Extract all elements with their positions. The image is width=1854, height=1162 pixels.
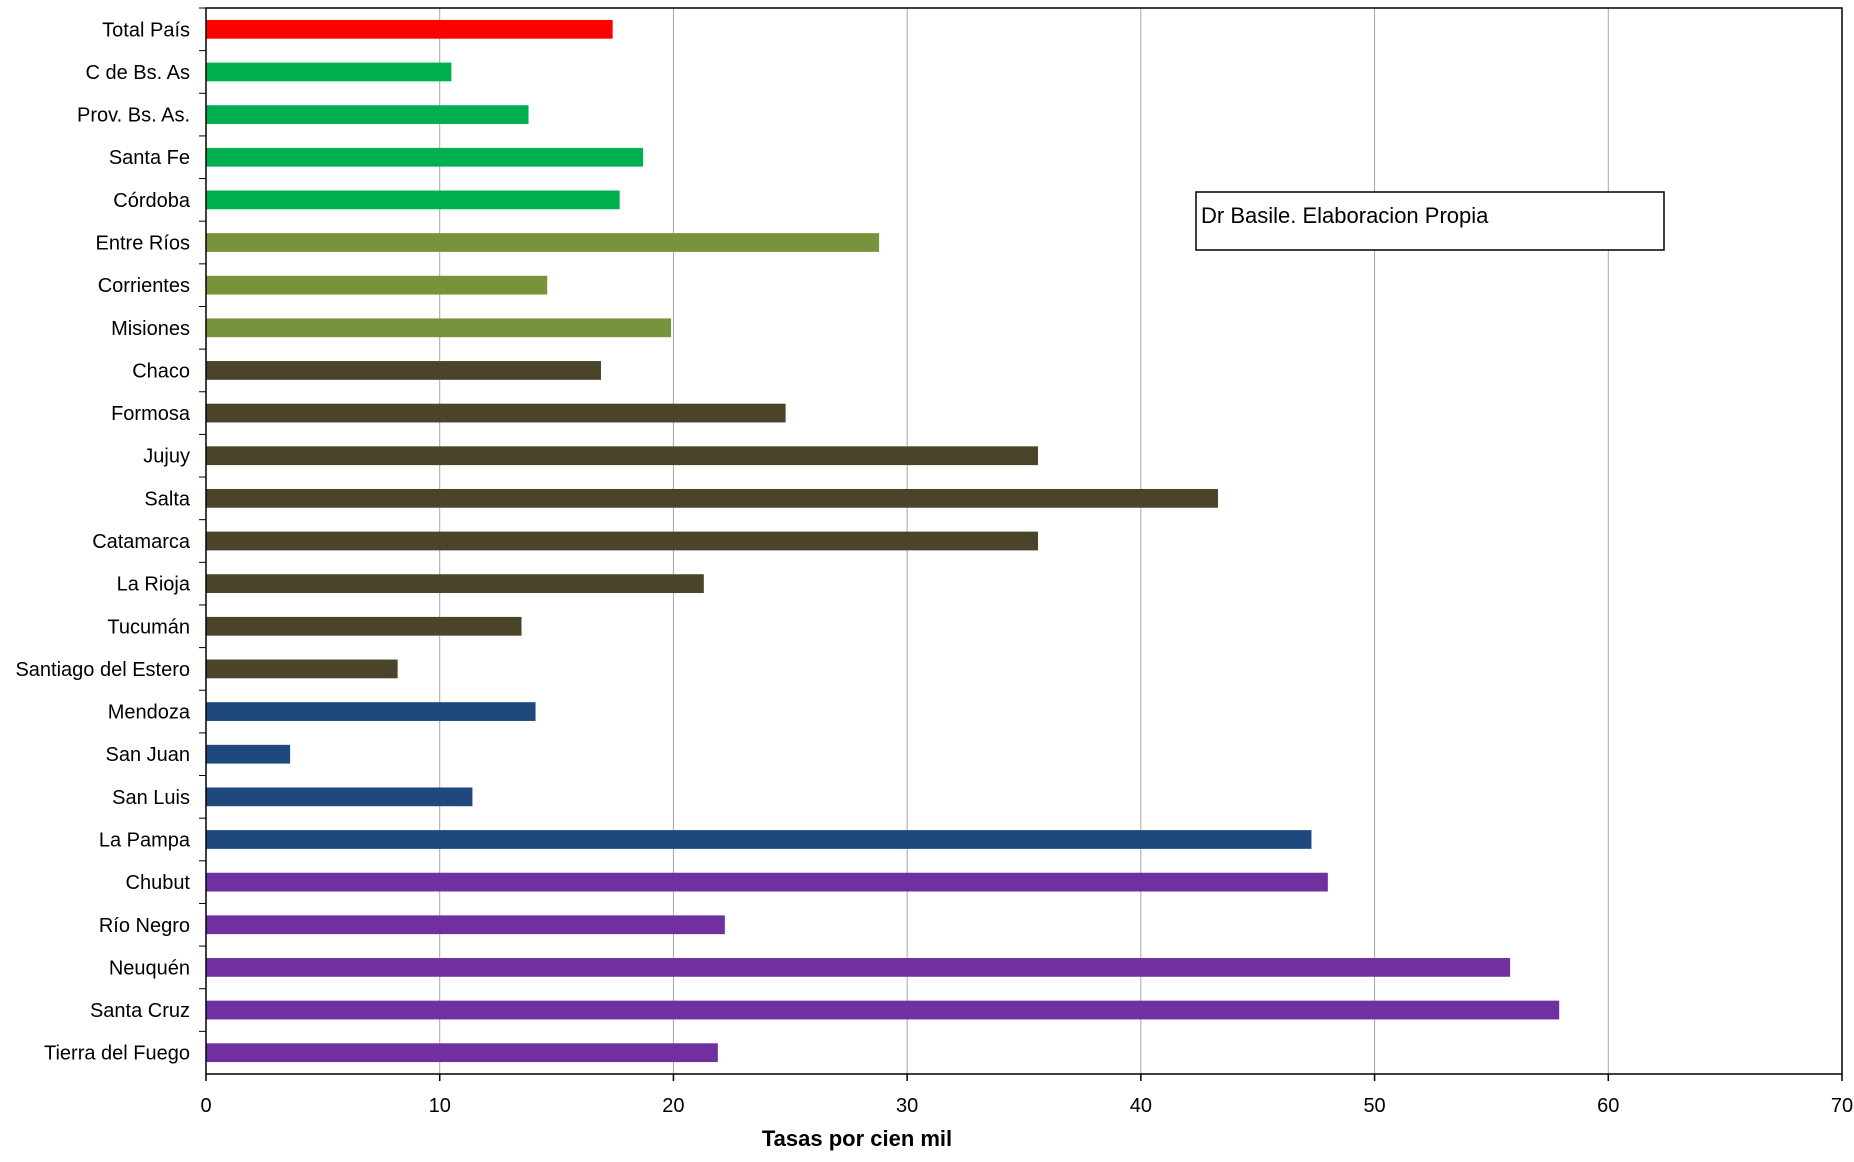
- category-label: Tucumán: [107, 616, 190, 638]
- bar: [206, 233, 880, 252]
- bar: [206, 62, 452, 82]
- category-label: Chaco: [132, 360, 190, 382]
- bar: [206, 830, 1312, 849]
- bar: [206, 915, 725, 935]
- bar: [206, 744, 291, 764]
- bar: [206, 446, 1039, 466]
- bar: [206, 19, 613, 39]
- category-label: Chubut: [126, 872, 191, 894]
- x-tick-label: 30: [896, 1095, 918, 1117]
- category-label: Prov. Bs. As.: [77, 105, 190, 127]
- category-label: Río Negro: [99, 915, 190, 937]
- bar: [206, 659, 398, 679]
- category-label: Neuquén: [109, 957, 190, 979]
- category-label: Tierra del Fuego: [44, 1043, 190, 1065]
- annotation-box: Dr Basile. Elaboracion Propia: [1195, 191, 1665, 251]
- bar: [206, 275, 548, 295]
- bar: [206, 488, 1218, 508]
- category-label: Total País: [102, 19, 190, 41]
- category-label: Entre Ríos: [96, 233, 190, 255]
- bar: [206, 702, 536, 721]
- category-label: San Juan: [105, 744, 190, 766]
- bar: [206, 1043, 718, 1063]
- x-tick-label: 50: [1363, 1095, 1385, 1117]
- bar: [206, 787, 473, 807]
- bar: [206, 318, 672, 338]
- x-tick-label: 60: [1597, 1095, 1619, 1117]
- bar: [206, 574, 704, 594]
- category-label: Misiones: [111, 318, 190, 340]
- category-label: La Pampa: [99, 829, 191, 851]
- category-label: Santa Fe: [109, 147, 190, 169]
- x-tick-label: 70: [1831, 1095, 1853, 1117]
- category-label: Jujuy: [143, 446, 190, 468]
- category-label: La Rioja: [117, 574, 191, 596]
- bar: [206, 403, 786, 423]
- bar: [206, 872, 1328, 892]
- plot-area: [205, 7, 1843, 1075]
- category-label: Santiago del Estero: [15, 659, 190, 681]
- bar: [206, 1000, 1560, 1020]
- bar: [206, 531, 1039, 551]
- category-label: Corrientes: [98, 275, 190, 297]
- category-label: Santa Cruz: [90, 1000, 190, 1022]
- x-tick-label: 40: [1130, 1095, 1152, 1117]
- bar: [206, 105, 529, 124]
- category-label: Mendoza: [108, 702, 191, 724]
- bar: [206, 361, 601, 380]
- bar: [206, 190, 620, 210]
- bar: [206, 958, 1511, 977]
- x-tick-label: 20: [662, 1095, 684, 1117]
- x-tick-label: 0: [200, 1095, 211, 1117]
- bar: [206, 147, 644, 167]
- category-label: C de Bs. As: [86, 62, 191, 84]
- category-label: Córdoba: [113, 190, 191, 212]
- category-label: Formosa: [111, 403, 191, 425]
- category-labels: Total País C de Bs. As Prov. Bs. As. Santa …: [15, 7, 206, 1065]
- x-axis-ticks: 0 10 20 30 40 50 60 70: [200, 1074, 1853, 1117]
- category-label: San Luis: [112, 787, 190, 809]
- category-label: Salta: [144, 488, 190, 510]
- annotation-text: Dr Basile. Elaboracion Propia: [1201, 203, 1489, 228]
- bar: [206, 616, 522, 636]
- bars: [206, 19, 1560, 1063]
- x-axis-label: Tasas por cien mil: [762, 1126, 952, 1151]
- category-label: Catamarca: [92, 531, 191, 553]
- x-tick-label: 10: [429, 1095, 451, 1117]
